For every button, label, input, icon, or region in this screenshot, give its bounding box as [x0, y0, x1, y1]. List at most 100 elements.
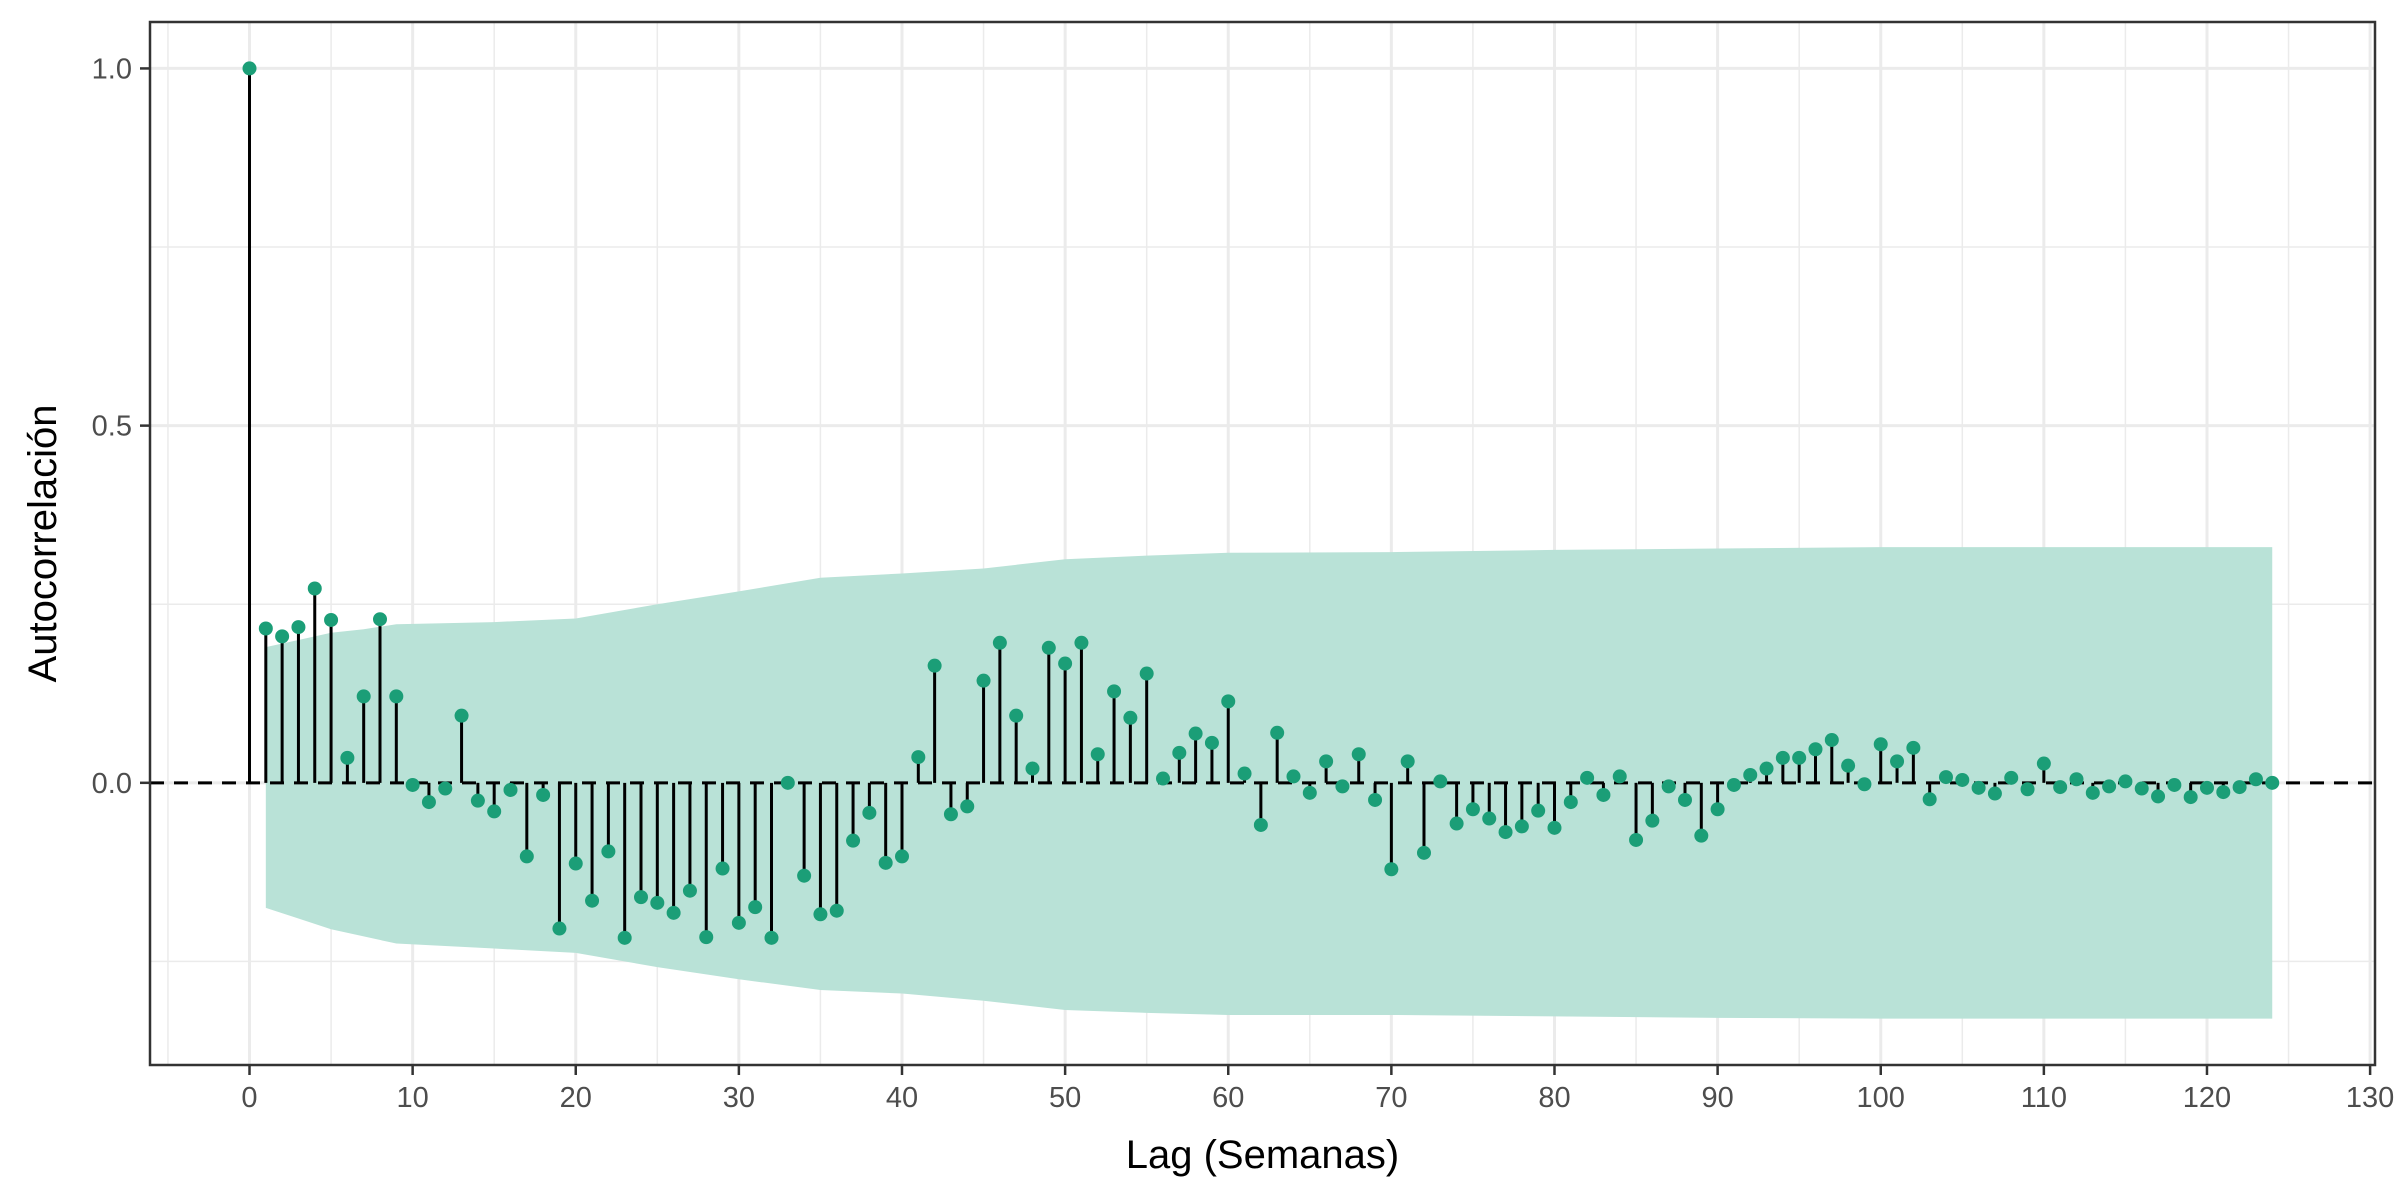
acf-point	[927, 658, 942, 673]
acf-point	[340, 750, 355, 765]
y-tick-label: 0.0	[92, 768, 132, 800]
acf-point	[1009, 708, 1024, 723]
acf-point	[1319, 754, 1334, 769]
acf-point	[1416, 845, 1431, 860]
acf-point	[1123, 710, 1138, 725]
acf-point	[992, 635, 1007, 650]
acf-point	[1938, 770, 1953, 785]
acf-point	[1563, 795, 1578, 810]
acf-point	[2167, 777, 2182, 792]
acf-point	[1302, 785, 1317, 800]
x-tick-label: 100	[1857, 1082, 1905, 1114]
acf-point	[2248, 772, 2263, 787]
x-tick-label: 120	[2183, 1082, 2231, 1114]
acf-point	[470, 793, 485, 808]
acf-point	[1759, 761, 1774, 776]
acf-points	[242, 61, 2280, 945]
acf-point	[1090, 747, 1105, 762]
x-tick-label: 50	[1049, 1082, 1081, 1114]
acf-point	[1041, 640, 1056, 655]
acf-point	[666, 905, 681, 920]
y-axis-ticks: 0.0 0.5 1.0	[92, 53, 150, 800]
acf-point	[1531, 803, 1546, 818]
acf-point	[634, 890, 649, 905]
acf-point	[1824, 732, 1839, 747]
acf-point	[1449, 816, 1464, 831]
acf-point	[1873, 737, 1888, 752]
acf-point	[797, 868, 812, 883]
acf-point	[813, 907, 828, 922]
acf-point	[2183, 790, 2198, 805]
acf-point	[682, 883, 697, 898]
acf-point	[878, 855, 893, 870]
acf-point	[1596, 787, 1611, 802]
x-tick-label: 30	[723, 1082, 755, 1114]
acf-point	[487, 804, 502, 819]
acf-point	[2199, 780, 2214, 795]
acf-point	[894, 849, 909, 864]
acf-point	[2134, 781, 2149, 796]
acf-point	[2265, 775, 2280, 790]
x-tick-label: 130	[2346, 1082, 2394, 1114]
acf-point	[2118, 774, 2133, 789]
acf-point	[405, 777, 420, 792]
acf-point	[2020, 782, 2035, 797]
acf-point	[911, 750, 926, 765]
acf-point	[536, 787, 551, 802]
x-tick-label: 20	[560, 1082, 592, 1114]
acf-point	[389, 689, 404, 704]
panel-border	[148, 20, 2377, 1067]
acf-point	[601, 844, 616, 859]
acf-point	[1987, 786, 2002, 801]
acf-point	[1629, 832, 1644, 847]
acf-point	[943, 807, 958, 822]
acf-point	[617, 930, 632, 945]
acf-point	[373, 612, 388, 627]
acf-point	[1775, 750, 1790, 765]
acf-point	[1808, 742, 1823, 757]
x-tick-label: 10	[396, 1082, 428, 1114]
acf-point	[1612, 769, 1627, 784]
acf-point	[1074, 635, 1089, 650]
acf-point	[1547, 820, 1562, 835]
acf-point	[1710, 802, 1725, 817]
acf-point	[1204, 735, 1219, 750]
acf-point	[519, 849, 534, 864]
acf-point	[1058, 656, 1073, 671]
acf-point	[2004, 770, 2019, 785]
x-tick-label: 60	[1212, 1082, 1244, 1114]
acf-point	[1253, 817, 1268, 832]
acf-point	[307, 581, 322, 596]
acf-point	[2069, 772, 2084, 787]
acf-point	[1971, 780, 1986, 795]
acf-point	[568, 856, 583, 871]
acf-point	[1221, 694, 1236, 709]
acf-point	[1661, 779, 1676, 794]
acf-point	[1384, 862, 1399, 877]
acf-point	[1955, 772, 1970, 787]
acf-point	[454, 708, 469, 723]
acf-point	[829, 903, 844, 918]
acf-point	[1498, 825, 1513, 840]
acf-point	[1270, 725, 1285, 740]
acf-point	[1433, 774, 1448, 789]
x-tick-label: 40	[886, 1082, 918, 1114]
acf-point	[503, 782, 518, 797]
confidence-band	[265, 547, 2273, 1019]
acf-point	[1155, 771, 1170, 786]
acf-point	[1677, 792, 1692, 807]
acf-point	[2102, 779, 2117, 794]
acf-point	[1465, 802, 1480, 817]
acf-point	[585, 893, 600, 908]
acf-point	[1335, 779, 1350, 794]
acf-point	[258, 621, 273, 636]
x-axis-ticks: 0 10 20 30 40 50 60 70 80 90 100 110 120 130	[241, 1065, 2394, 1114]
acf-point	[650, 895, 665, 910]
acf-point	[846, 833, 861, 848]
acf-point	[2036, 756, 2051, 771]
acf-point	[1580, 770, 1595, 785]
acf-point	[2151, 789, 2166, 804]
x-tick-label: 0	[241, 1082, 257, 1114]
